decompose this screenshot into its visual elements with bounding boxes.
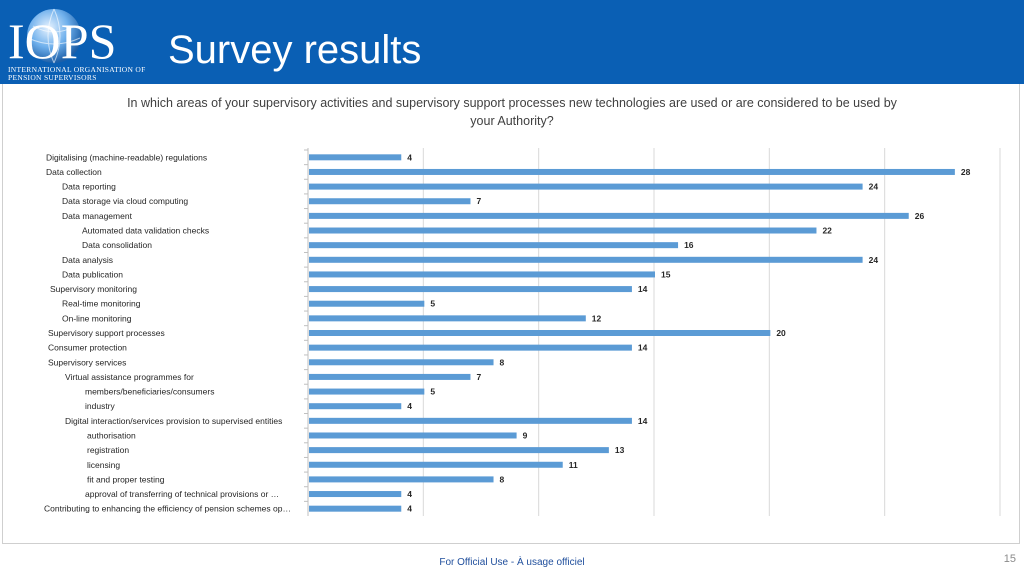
category-label: Data collection bbox=[46, 167, 102, 177]
category-label: On-line monitoring bbox=[62, 313, 132, 323]
category-label: industry bbox=[85, 401, 116, 411]
bar bbox=[309, 447, 609, 454]
data-label: 14 bbox=[638, 284, 648, 294]
data-label: 20 bbox=[776, 328, 786, 338]
iops-logo: IOPS bbox=[8, 8, 116, 69]
category-label: approval of transferring of technical pr… bbox=[85, 489, 279, 499]
footer-classification: For Official Use - À usage officiel bbox=[439, 557, 585, 568]
bar bbox=[309, 403, 402, 410]
category-label: licensing bbox=[87, 460, 120, 470]
data-label: 5 bbox=[430, 387, 435, 397]
category-label: members/beneficiaries/consumers bbox=[85, 387, 214, 397]
bar bbox=[309, 388, 425, 395]
category-label: Data management bbox=[62, 211, 133, 221]
data-label: 7 bbox=[476, 196, 481, 206]
category-label: Automated data validation checks bbox=[82, 226, 209, 236]
header-bar: IOPS INTERNATIONAL ORGANISATION OF PENSI… bbox=[0, 0, 1024, 84]
category-label: Contributing to enhancing the efficiency… bbox=[44, 504, 291, 514]
data-label: 8 bbox=[500, 357, 505, 367]
category-label: Virtual assistance programmes for bbox=[65, 372, 194, 382]
category-label: Real-time monitoring bbox=[62, 299, 141, 309]
page-number: 15 bbox=[1003, 553, 1016, 565]
category-label: fit and proper testing bbox=[87, 474, 165, 484]
bar bbox=[309, 168, 955, 175]
data-label: 13 bbox=[615, 445, 625, 455]
data-label: 4 bbox=[407, 401, 412, 411]
page-title: Survey results bbox=[168, 28, 422, 72]
category-label: Supervisory monitoring bbox=[50, 284, 137, 294]
data-label: 14 bbox=[638, 343, 648, 353]
category-label: Supervisory services bbox=[48, 357, 126, 367]
bar bbox=[309, 344, 632, 351]
category-label: Data consolidation bbox=[82, 240, 152, 250]
data-label: 15 bbox=[661, 269, 671, 279]
bar bbox=[309, 359, 494, 366]
bar bbox=[309, 183, 863, 190]
bar bbox=[309, 154, 402, 161]
category-label: Digital interaction/services provision t… bbox=[65, 416, 282, 426]
bar bbox=[309, 212, 909, 219]
svg-text:IOPS: IOPS bbox=[8, 13, 116, 69]
bar bbox=[309, 242, 679, 249]
bar bbox=[309, 271, 655, 278]
data-label: 7 bbox=[476, 372, 481, 382]
data-label: 28 bbox=[961, 167, 971, 177]
bar bbox=[309, 256, 863, 263]
bar bbox=[309, 227, 817, 234]
bar bbox=[309, 417, 632, 424]
category-label: Data publication bbox=[62, 269, 123, 279]
data-label: 16 bbox=[684, 240, 694, 250]
category-label: Supervisory support processes bbox=[48, 328, 165, 338]
category-label: Data analysis bbox=[62, 255, 113, 265]
bar bbox=[309, 432, 517, 439]
data-label: 4 bbox=[407, 152, 412, 162]
category-label: Data reporting bbox=[62, 182, 116, 192]
logo-subtext: INTERNATIONAL ORGANISATION OF PENSION SU… bbox=[8, 65, 146, 82]
data-label: 8 bbox=[500, 474, 505, 484]
chart-title: In which areas of your supervisory activ… bbox=[127, 96, 897, 128]
bar bbox=[309, 286, 632, 293]
category-label: Consumer protection bbox=[48, 343, 127, 353]
data-label: 24 bbox=[869, 182, 879, 192]
bar bbox=[309, 330, 771, 336]
globe-icon bbox=[27, 9, 81, 63]
data-label: 9 bbox=[523, 430, 528, 440]
data-label: 4 bbox=[407, 504, 412, 514]
bar bbox=[309, 373, 471, 380]
bar bbox=[309, 505, 402, 512]
data-label: 24 bbox=[869, 255, 879, 265]
data-label: 5 bbox=[430, 299, 435, 309]
bar bbox=[309, 476, 494, 483]
data-label: 4 bbox=[407, 489, 412, 499]
bar bbox=[309, 315, 586, 322]
data-label: 22 bbox=[822, 226, 832, 236]
bar bbox=[309, 491, 402, 498]
category-label: authorisation bbox=[87, 430, 136, 440]
data-label: 14 bbox=[638, 416, 648, 426]
data-label: 12 bbox=[592, 313, 602, 323]
category-label: registration bbox=[87, 445, 129, 455]
category-label: Digitalising (machine-readable) regulati… bbox=[46, 152, 207, 162]
category-label: Data storage via cloud computing bbox=[62, 196, 188, 206]
data-label: 11 bbox=[569, 460, 578, 470]
bar bbox=[309, 300, 425, 307]
bar bbox=[309, 461, 563, 468]
bar bbox=[309, 198, 471, 205]
data-label: 26 bbox=[915, 211, 925, 221]
